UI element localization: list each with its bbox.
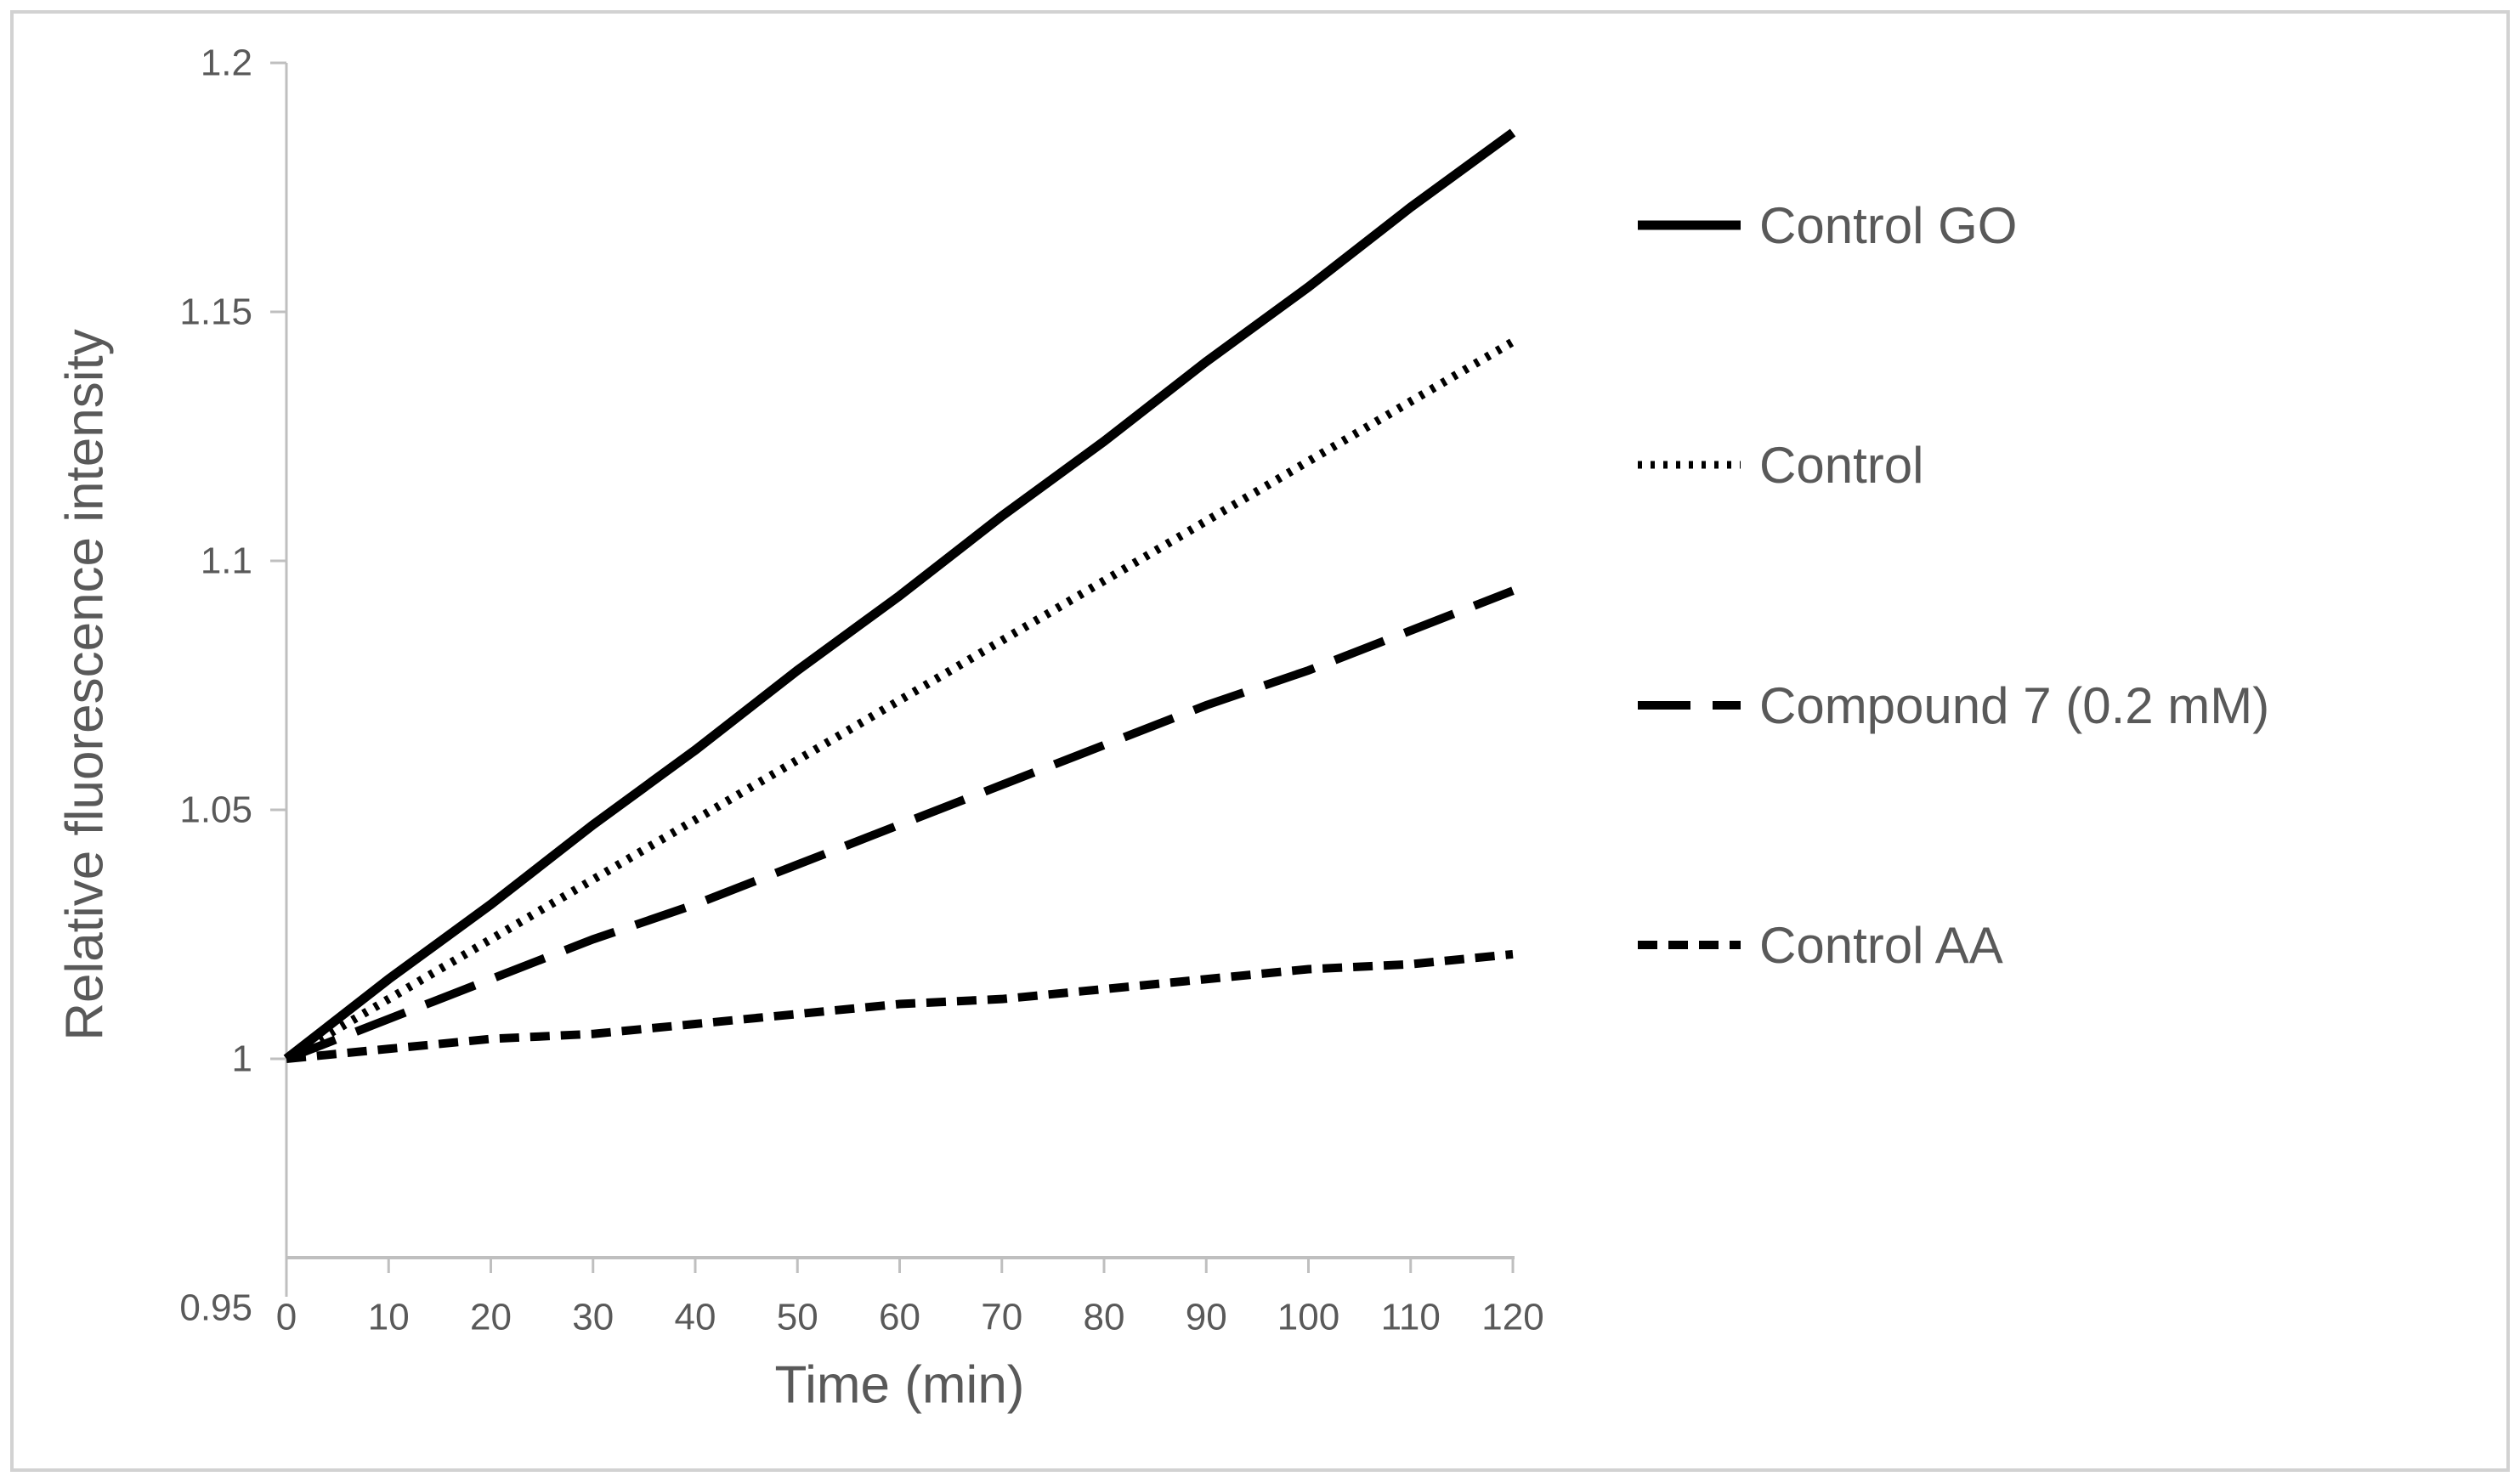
x-tick-label: 90 — [1186, 1297, 1227, 1338]
x-tick-label: 60 — [879, 1297, 920, 1338]
legend-item-compound-7: Compound 7 (0.2 mM) — [1636, 667, 2269, 744]
series-line-dotted — [284, 337, 1515, 1063]
series-line-solid — [283, 128, 1516, 1063]
y-axis-title: Relative fluorescence intensity — [56, 329, 115, 1040]
long-dash-line-swatch-icon — [1638, 701, 1741, 710]
legend-label: Control — [1759, 436, 1924, 494]
legend-item-control: Control — [1636, 427, 1923, 503]
solid-line-swatch-icon — [1638, 220, 1741, 230]
x-tick-label: 30 — [572, 1297, 614, 1338]
legend-item-control-go: Control GO — [1636, 187, 2017, 263]
legend-label: Control AA — [1759, 916, 2003, 974]
legend-label: Compound 7 (0.2 mM) — [1759, 676, 2270, 734]
x-axis-title: Time (min) — [775, 1356, 1025, 1415]
x-tick-label: 110 — [1381, 1297, 1441, 1338]
x-tick-label: 40 — [675, 1297, 716, 1338]
y-tick-label: 1 — [232, 1038, 252, 1080]
series-line-long-dash — [285, 586, 1515, 1063]
x-tick-label: 10 — [368, 1297, 410, 1338]
y-tick-label: 1.1 — [201, 540, 252, 582]
x-tick-label: 100 — [1277, 1297, 1339, 1338]
short-dash-line-swatch-icon — [1638, 941, 1741, 949]
y-tick-label: 1.2 — [201, 42, 252, 84]
chart-border-frame — [10, 10, 2510, 1472]
legend-item-control-aa: Control AA — [1636, 907, 2003, 983]
dotted-line-swatch-icon — [1638, 461, 1741, 469]
y-tick-label: 0.95 — [179, 1287, 252, 1329]
x-tick-label: 70 — [981, 1297, 1022, 1338]
legend-label: Control GO — [1759, 196, 2018, 254]
y-tick-label: 1.15 — [179, 291, 252, 333]
x-tick-label: 80 — [1084, 1297, 1125, 1338]
series-line-short-dash — [286, 949, 1514, 1063]
x-tick-label: 0 — [276, 1297, 297, 1338]
x-tick-label: 120 — [1481, 1297, 1543, 1338]
x-tick-label: 50 — [777, 1297, 818, 1338]
x-tick-label: 20 — [470, 1297, 512, 1338]
chart-legend: Control GO Control Compound 7 (0.2 mM) C… — [1636, 0, 2495, 1482]
y-tick-label: 1.05 — [179, 789, 252, 831]
